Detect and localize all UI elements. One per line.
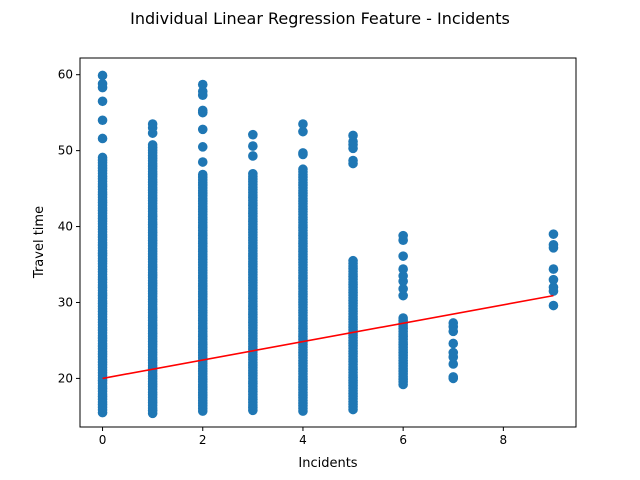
scatter-point — [97, 152, 108, 163]
y-tick-label: 50 — [58, 144, 73, 158]
scatter-point — [298, 126, 308, 137]
chart-title: Individual Linear Regression Feature - I… — [130, 9, 510, 28]
x-tick-label: 8 — [500, 433, 508, 447]
scatter-point — [97, 115, 108, 126]
scatter-point — [398, 313, 408, 323]
scatter-point — [197, 142, 208, 152]
scatter-point — [197, 86, 208, 97]
axes-frame — [79, 57, 577, 428]
scatter-point — [548, 282, 559, 293]
scatter-point — [348, 155, 358, 166]
scatter-point — [97, 133, 108, 144]
scatter-point — [298, 119, 308, 129]
y-tick-label: 20 — [58, 371, 73, 385]
scatter-point — [398, 271, 408, 281]
scatter-point — [398, 284, 408, 294]
scatter-point — [398, 264, 408, 274]
scatter-point — [398, 251, 408, 261]
y-tick-label: 60 — [58, 68, 73, 82]
scatter-point — [298, 164, 308, 175]
regression-line-group — [102, 294, 554, 380]
x-tick-label: 4 — [299, 433, 307, 447]
scatter-point — [97, 79, 108, 89]
scatter-point — [548, 300, 559, 311]
scatter-point — [448, 347, 459, 358]
scatter-point — [448, 359, 459, 369]
scatter-point — [448, 338, 459, 349]
scatter-point — [448, 372, 459, 382]
scatter-point — [197, 124, 208, 135]
y-axis-ticks: 20 30 40 50 60 — [58, 68, 80, 385]
scatter-point — [197, 157, 208, 167]
scatter-point — [398, 230, 408, 241]
scatter-point — [248, 168, 258, 179]
scatter-point — [298, 148, 308, 158]
scatter-point — [197, 169, 208, 180]
scatter-point — [248, 129, 258, 140]
scatter-point — [398, 290, 408, 301]
scatter-points — [97, 70, 559, 419]
scatter-point — [248, 151, 258, 161]
x-axis-ticks: 0 2 4 6 8 — [99, 427, 507, 447]
y-tick-label: 30 — [58, 295, 73, 309]
scatter-point — [448, 318, 459, 328]
scatter-point — [147, 119, 158, 129]
scatter-point — [97, 70, 108, 81]
scatter-point — [548, 274, 559, 285]
scatter-point — [197, 79, 208, 90]
scatter-point — [348, 255, 358, 266]
scatter-point — [348, 130, 358, 141]
regression-line — [102, 294, 554, 380]
scatter-point — [548, 239, 559, 250]
scatter-point — [147, 140, 158, 150]
scatter-point — [197, 105, 208, 116]
scatter-point — [548, 264, 559, 274]
plot-area — [79, 57, 577, 428]
x-axis-label: Incidents — [298, 456, 357, 471]
scatter-point — [248, 141, 258, 151]
scatter-point — [548, 229, 559, 239]
y-tick-label: 40 — [58, 220, 73, 234]
x-tick-label: 6 — [399, 433, 407, 447]
x-tick-label: 0 — [99, 433, 107, 447]
scatter-point — [97, 96, 108, 107]
y-axis-label: Travel time — [32, 206, 47, 279]
x-tick-label: 2 — [199, 433, 207, 447]
